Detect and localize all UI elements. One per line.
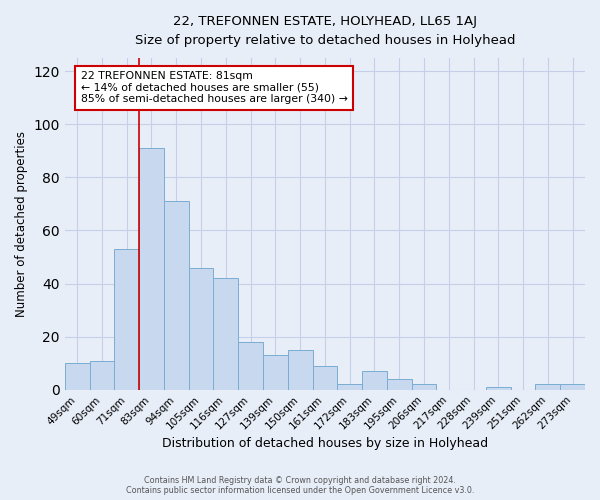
Text: 22 TREFONNEN ESTATE: 81sqm
← 14% of detached houses are smaller (55)
85% of semi: 22 TREFONNEN ESTATE: 81sqm ← 14% of deta… bbox=[81, 71, 348, 104]
Bar bbox=[238, 342, 263, 390]
Text: Contains HM Land Registry data © Crown copyright and database right 2024.
Contai: Contains HM Land Registry data © Crown c… bbox=[126, 476, 474, 495]
Bar bbox=[139, 148, 164, 390]
Bar bbox=[65, 363, 89, 390]
Bar bbox=[362, 371, 387, 390]
Bar bbox=[115, 249, 139, 390]
Bar bbox=[387, 379, 412, 390]
Bar bbox=[313, 366, 337, 390]
Bar bbox=[412, 384, 436, 390]
Bar bbox=[535, 384, 560, 390]
X-axis label: Distribution of detached houses by size in Holyhead: Distribution of detached houses by size … bbox=[162, 437, 488, 450]
Bar bbox=[188, 268, 214, 390]
Bar bbox=[486, 387, 511, 390]
Bar bbox=[89, 360, 115, 390]
Bar bbox=[337, 384, 362, 390]
Bar bbox=[263, 355, 288, 390]
Bar bbox=[288, 350, 313, 390]
Y-axis label: Number of detached properties: Number of detached properties bbox=[15, 131, 28, 317]
Bar bbox=[560, 384, 585, 390]
Bar bbox=[164, 201, 188, 390]
Title: 22, TREFONNEN ESTATE, HOLYHEAD, LL65 1AJ
Size of property relative to detached h: 22, TREFONNEN ESTATE, HOLYHEAD, LL65 1AJ… bbox=[134, 15, 515, 47]
Bar bbox=[214, 278, 238, 390]
